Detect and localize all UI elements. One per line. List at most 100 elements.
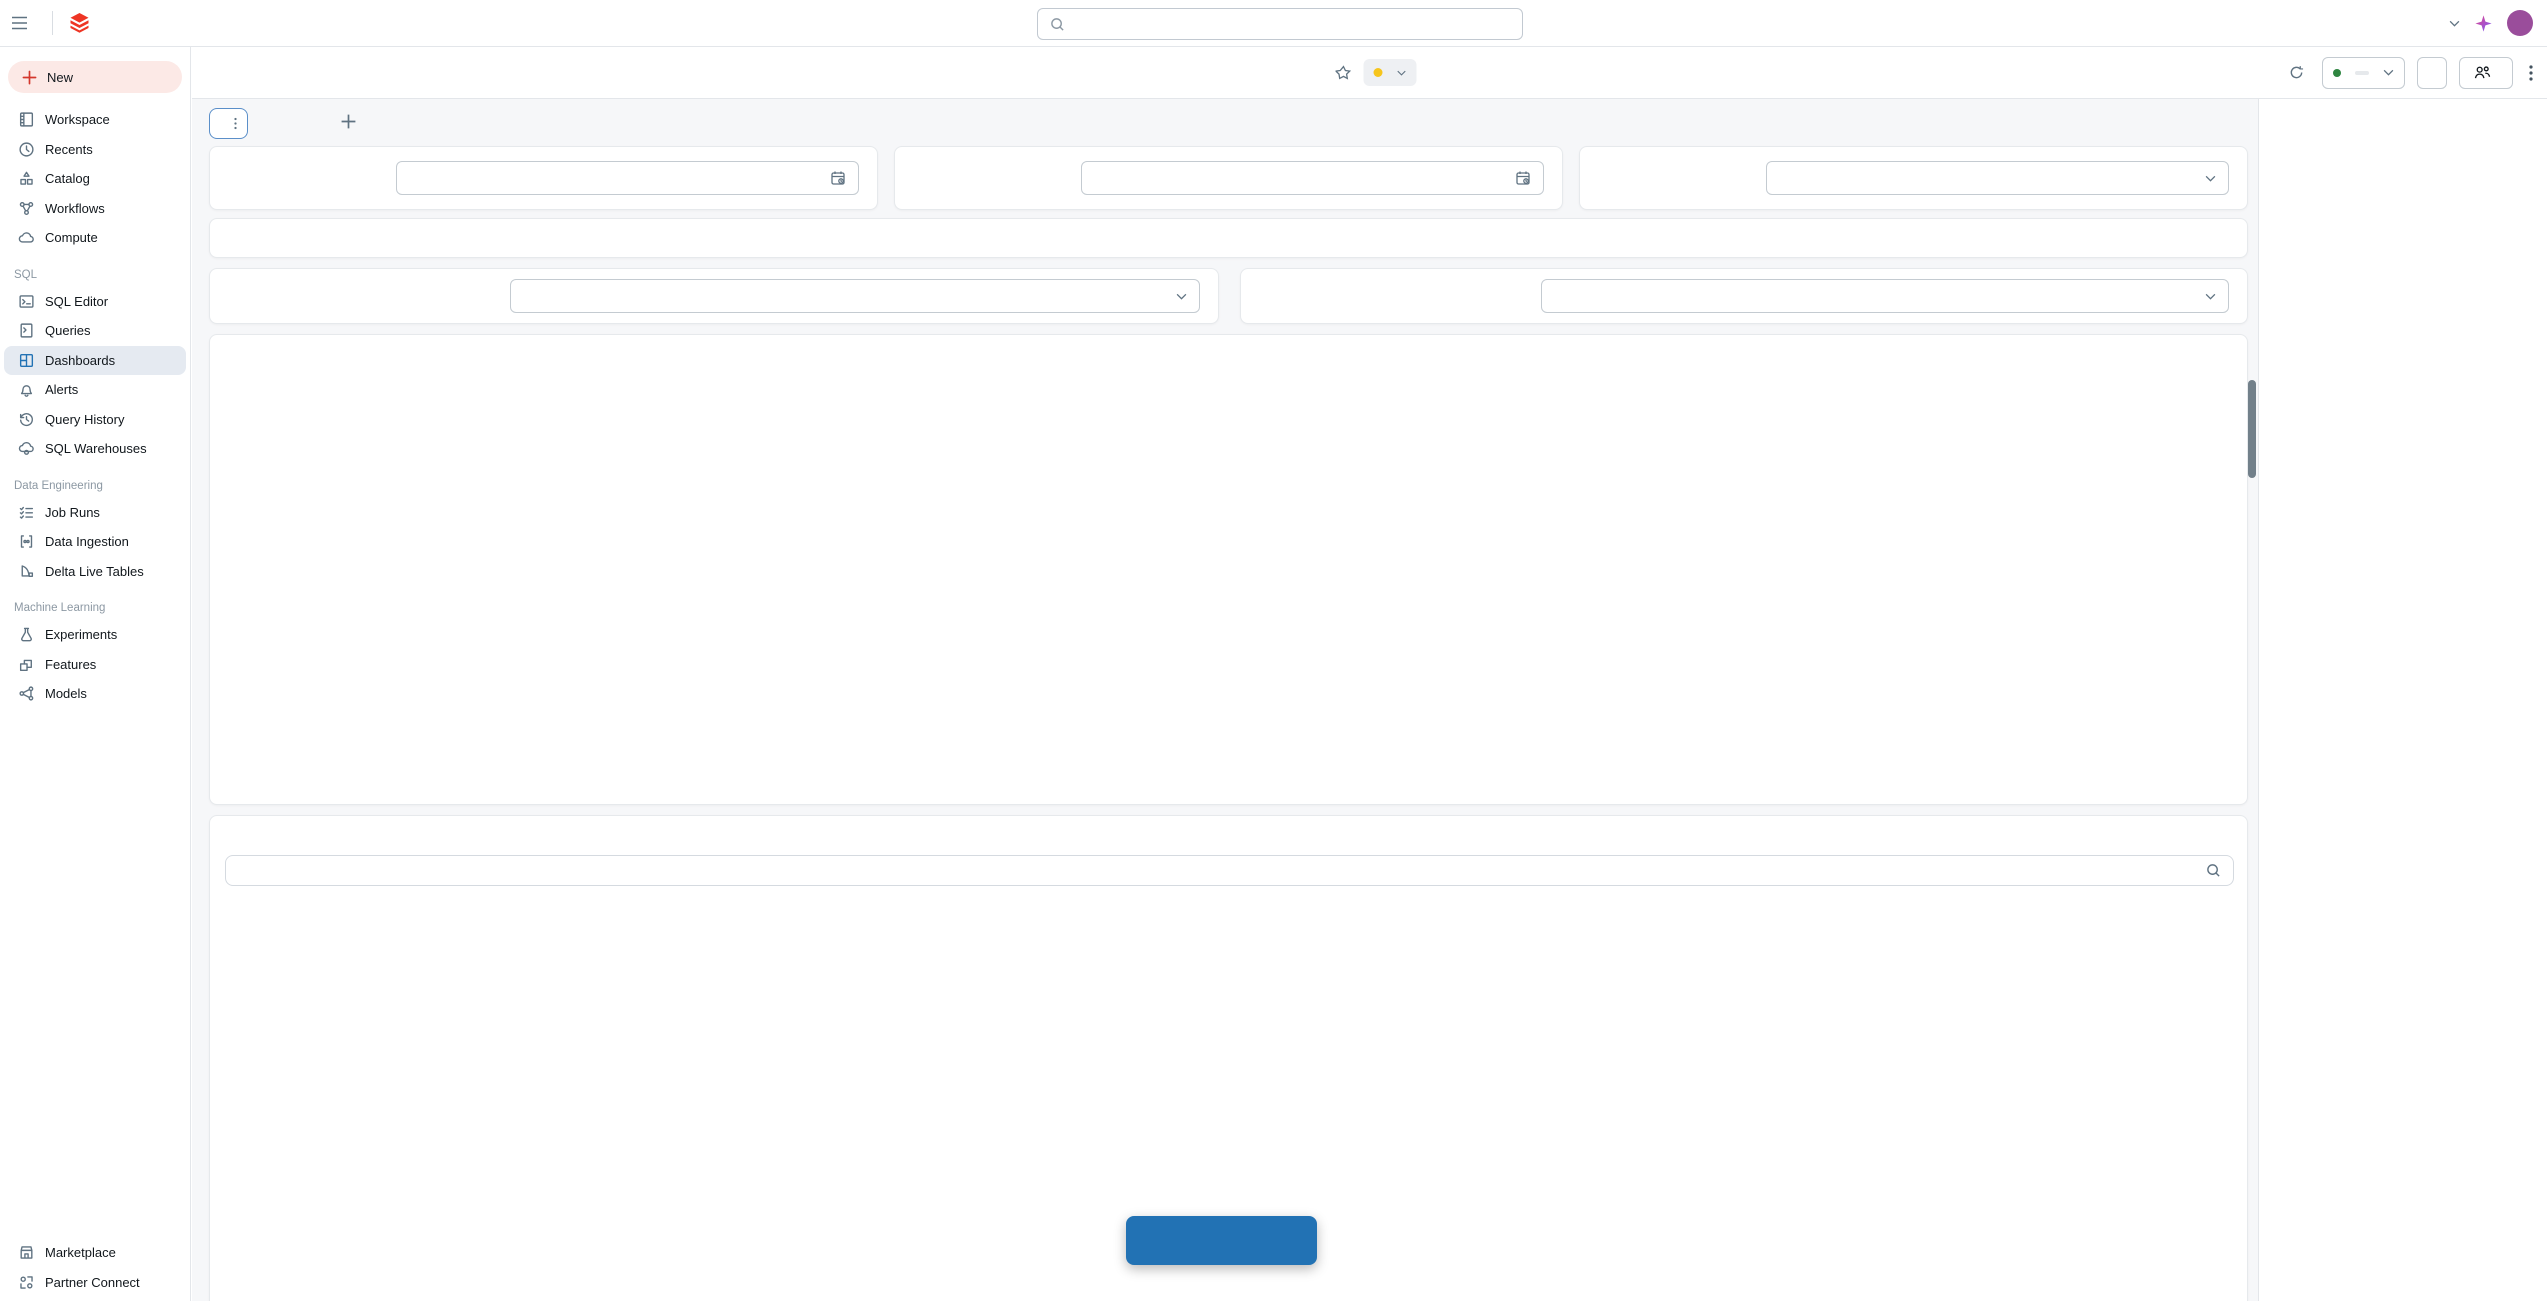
- query-history-icon: [18, 411, 35, 428]
- dashboard-header: [192, 47, 2547, 99]
- sidebar-item-label: Workflows: [45, 200, 105, 216]
- share-people-icon: [2474, 65, 2491, 80]
- total-usage-card: [209, 218, 2248, 258]
- sidebar-item-label: Compute: [45, 230, 98, 246]
- compute-icon: [18, 229, 35, 246]
- sidebar-item-partner-connect[interactable]: Partner Connect: [4, 1268, 186, 1298]
- page-tab-kebab-icon[interactable]: [234, 117, 237, 130]
- data-ingestion-icon: [18, 533, 35, 550]
- new-button-label: New: [47, 69, 74, 85]
- chevron-down-icon: [1176, 293, 1187, 300]
- sidebar-item-sql-editor[interactable]: SQL Editor: [4, 287, 186, 317]
- chevron-down-icon: [2205, 293, 2216, 300]
- alerts-icon: [18, 381, 35, 398]
- sidebar-item-workflows[interactable]: Workflows: [4, 194, 186, 224]
- usage-chart-widget[interactable]: [209, 334, 2248, 805]
- sql-editor-icon: [18, 293, 35, 310]
- calendar-icon: [1515, 170, 1531, 186]
- catalog-icon: [18, 170, 35, 187]
- experiments-icon: [18, 626, 35, 643]
- sidebar-item-data-ingestion[interactable]: Data Ingestion: [4, 527, 186, 557]
- favorite-star-icon[interactable]: [1335, 64, 1351, 81]
- sidebar-item-label: Partner Connect: [45, 1274, 140, 1290]
- partner-connect-icon: [18, 1274, 35, 1291]
- workspace-switcher[interactable]: [2443, 20, 2460, 27]
- page-tab-new-page[interactable]: [209, 108, 248, 139]
- queries-icon: [18, 322, 35, 339]
- sidebar-item-alerts[interactable]: Alerts: [4, 375, 186, 405]
- hamburger-menu-icon[interactable]: [0, 0, 38, 47]
- sidebar-item-label: Features: [45, 656, 97, 672]
- refresh-control[interactable]: [2289, 65, 2310, 80]
- status-dropdown[interactable]: [1363, 59, 1416, 86]
- sidebar-item-catalog[interactable]: Catalog: [4, 164, 186, 194]
- group-by-select[interactable]: [1541, 279, 2229, 313]
- workspace-select[interactable]: [1766, 161, 2229, 195]
- serverless-status-dot: [2333, 68, 2341, 77]
- start-date-input[interactable]: [396, 161, 859, 195]
- widget-toolbar: [1126, 1216, 1317, 1265]
- search-icon: [1050, 17, 1065, 32]
- sidebar-section-data-engineering: Data Engineering: [14, 479, 103, 492]
- sidebar-section-sql: SQL: [14, 268, 38, 281]
- user-avatar[interactable]: [2507, 10, 2533, 36]
- more-actions-kebab-icon[interactable]: [2525, 61, 2537, 85]
- sidebar-item-label: Queries: [45, 323, 91, 339]
- view-date-by-select[interactable]: [510, 279, 1200, 313]
- sidebar-item-label: Dashboards: [45, 352, 116, 368]
- workflows-icon: [18, 200, 35, 217]
- sidebar-item-label: Recents: [45, 141, 93, 157]
- sidebar-item-label: Catalog: [45, 171, 90, 187]
- features-icon: [18, 656, 35, 673]
- sidebar-item-label: Experiments: [45, 627, 118, 643]
- sidebar-item-queries[interactable]: Queries: [4, 316, 186, 346]
- sidebar-item-dashboards[interactable]: Dashboards: [4, 345, 186, 375]
- databricks-logo-icon: [67, 11, 92, 35]
- table-search-input[interactable]: [238, 863, 2206, 878]
- sidebar-item-compute[interactable]: Compute: [4, 223, 186, 253]
- databricks-logo[interactable]: [67, 11, 99, 35]
- canvas-scrollbar-thumb[interactable]: [2248, 380, 2256, 478]
- sidebar-item-features[interactable]: Features: [4, 650, 186, 680]
- workspace-filter-card: [1579, 146, 2248, 210]
- sidebar-item-label: Marketplace: [45, 1245, 116, 1261]
- global-search-input[interactable]: [1037, 8, 1523, 40]
- new-button[interactable]: New: [8, 61, 182, 93]
- sidebar-item-delta-live-tables[interactable]: Delta Live Tables: [4, 557, 186, 587]
- sidebar: New Workspace Recents Catalog Workflows Compu…: [0, 47, 191, 1301]
- sidebar-item-label: Data Ingestion: [45, 534, 129, 550]
- topbar: [0, 0, 2547, 47]
- sidebar-item-label: Alerts: [45, 382, 79, 398]
- dashboards-icon: [18, 352, 35, 369]
- sidebar-item-sql-warehouses[interactable]: SQL Warehouses: [4, 434, 186, 464]
- publish-button[interactable]: [2417, 56, 2447, 89]
- serverless-tag: [2355, 70, 2369, 75]
- sidebar-item-label: Models: [45, 686, 87, 702]
- chevron-down-icon: [2383, 69, 2394, 76]
- sidebar-item-query-history[interactable]: Query History: [4, 405, 186, 435]
- add-page-button[interactable]: [340, 113, 357, 130]
- topbar-divider: [52, 11, 53, 35]
- sidebar-item-label: Delta Live Tables: [45, 563, 144, 579]
- editor-tabs: [214, 47, 240, 98]
- job-runs-icon: [18, 504, 35, 521]
- sidebar-item-marketplace[interactable]: Marketplace: [4, 1238, 186, 1268]
- share-button[interactable]: [2459, 56, 2513, 89]
- chevron-down-icon: [1396, 70, 1406, 76]
- sidebar-item-label: SQL Warehouses: [45, 441, 147, 457]
- dashboard-canvas: [192, 99, 2258, 1301]
- draft-status-dot: [1373, 68, 1382, 77]
- sidebar-item-workspace[interactable]: Workspace: [4, 105, 186, 135]
- sidebar-item-recents[interactable]: Recents: [4, 135, 186, 165]
- sidebar-item-experiments[interactable]: Experiments: [4, 620, 186, 650]
- sql-warehouses-icon: [18, 440, 35, 457]
- assistant-sparkle-icon[interactable]: [2474, 14, 2493, 33]
- usage-table-widget[interactable]: [209, 815, 2248, 1301]
- sidebar-item-label: Query History: [45, 411, 125, 427]
- sidebar-item-models[interactable]: Models: [4, 679, 186, 709]
- search-icon[interactable]: [2206, 863, 2221, 878]
- workspace-icon: [18, 111, 35, 128]
- sidebar-item-job-runs[interactable]: Job Runs: [4, 498, 186, 528]
- end-date-input[interactable]: [1081, 161, 1544, 195]
- serverless-compute-selector[interactable]: [2322, 56, 2405, 89]
